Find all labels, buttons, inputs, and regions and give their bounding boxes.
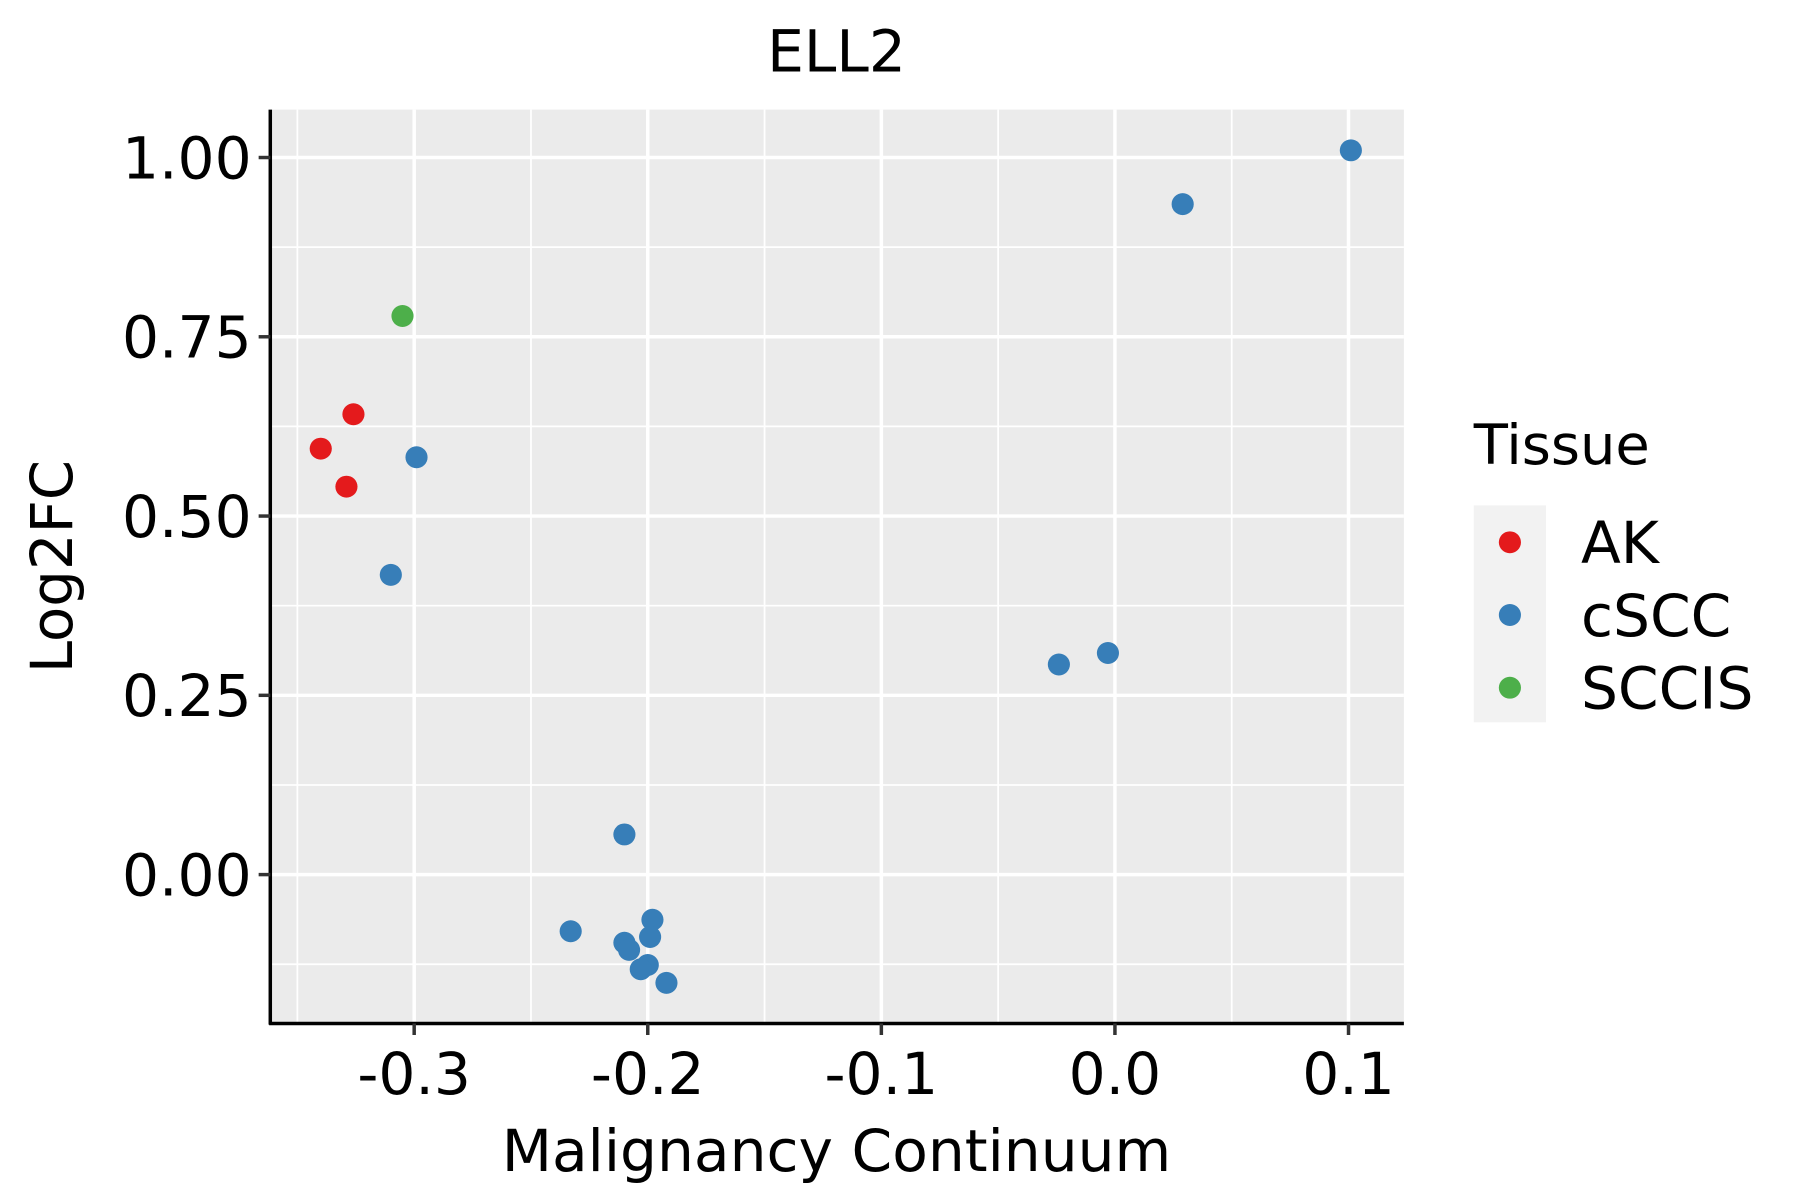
legend-label: AK: [1581, 509, 1661, 577]
point-cscc: [639, 926, 662, 948]
y-axis-label: Log2FC: [18, 460, 86, 673]
legend-key-ak: [1498, 531, 1521, 554]
point-cscc: [1047, 653, 1070, 676]
point-cscc: [629, 958, 652, 981]
x-tick-label: -0.2: [591, 1040, 705, 1108]
point-ak: [335, 475, 358, 498]
y-tick-label: 0.75: [122, 304, 252, 372]
x-tick-label: 0.1: [1302, 1040, 1395, 1108]
legend-key-sccis: [1498, 676, 1521, 699]
point-cscc: [655, 971, 678, 994]
y-tick-label: 0.50: [122, 483, 252, 551]
x-tick-label: -0.3: [357, 1040, 471, 1108]
axis-ticks: -0.3 -0.2 -0.1 0.0 0.1 0.00 0.25 0.50 0.75 1.00: [122, 125, 1395, 1108]
y-tick-label: 0.25: [122, 662, 252, 730]
point-ak: [309, 437, 332, 460]
grid-lines: [270, 109, 1404, 1024]
chart-title: ELL2: [767, 18, 906, 86]
legend-label: SCCIS: [1581, 655, 1753, 723]
x-axis-label: Malignancy Continuum: [502, 1117, 1172, 1185]
point-cscc: [1096, 642, 1119, 664]
legend-label: cSCC: [1581, 582, 1731, 650]
y-tick-label: 0.00: [122, 842, 252, 910]
point-ak: [342, 403, 365, 426]
point-cscc: [618, 938, 641, 961]
plot-panel: [270, 109, 1404, 1024]
legend-key-cscc: [1498, 604, 1521, 626]
point-cscc: [405, 446, 428, 469]
point-cscc: [379, 563, 402, 586]
x-tick-label: -0.1: [825, 1040, 939, 1108]
point-sccis: [391, 305, 414, 327]
point-cscc: [559, 920, 582, 943]
point-cscc: [1339, 139, 1362, 162]
y-tick-label: 1.00: [122, 125, 252, 193]
point-cscc: [613, 823, 636, 846]
x-tick-label: 0.0: [1069, 1040, 1162, 1108]
data-points: [309, 139, 1362, 994]
point-cscc: [641, 908, 664, 931]
point-cscc: [1171, 193, 1194, 216]
legend-title: Tissue: [1473, 413, 1650, 478]
